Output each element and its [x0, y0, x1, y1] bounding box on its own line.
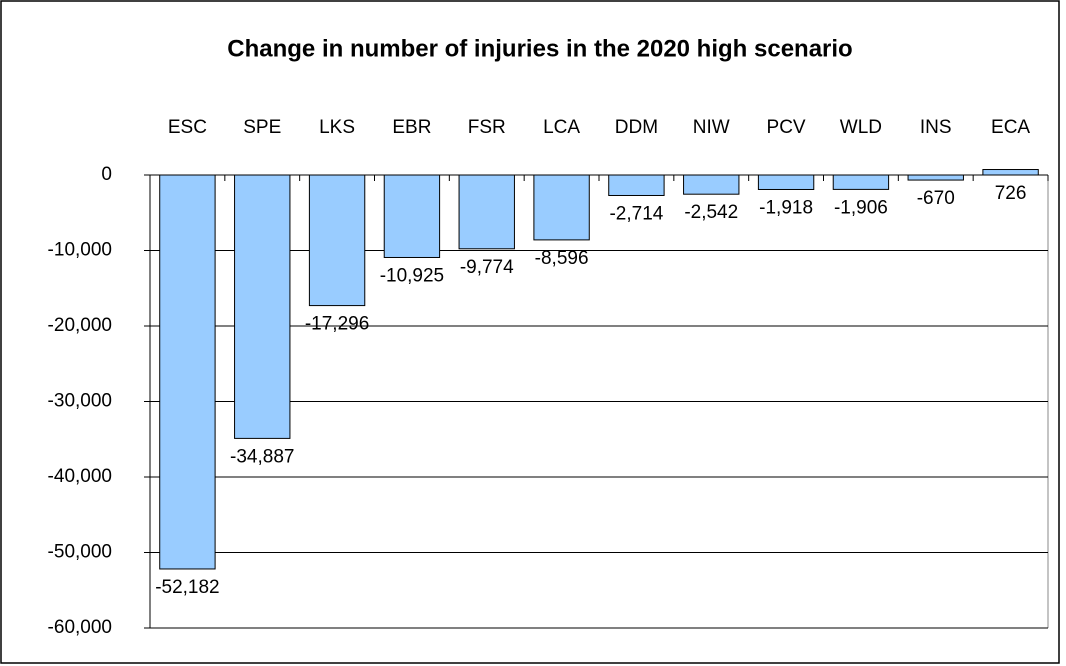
x-tick-label: WLD — [840, 117, 882, 138]
bar — [308, 174, 366, 307]
y-tick-label: -20,000 — [48, 315, 112, 336]
y-tick-label: 0 — [101, 164, 112, 185]
data-label: -2,542 — [684, 202, 738, 223]
y-tick-label: -50,000 — [48, 542, 112, 563]
data-label: -2,714 — [609, 204, 663, 225]
data-label: -52,182 — [155, 577, 219, 598]
data-label: -34,887 — [230, 446, 294, 467]
y-tick-label: -60,000 — [48, 617, 112, 638]
y-tick-label: -10,000 — [48, 240, 112, 261]
data-label: -17,296 — [305, 314, 369, 335]
bar — [683, 174, 740, 195]
x-tick-label: DDM — [615, 117, 658, 138]
x-tick-label: LCA — [543, 117, 580, 138]
data-label: -1,906 — [834, 197, 888, 218]
x-tick-label: SPE — [243, 117, 281, 138]
x-tick-label: NIW — [693, 117, 730, 138]
data-label: -670 — [917, 188, 955, 209]
x-tick-label: PCV — [767, 117, 806, 138]
data-label: -8,596 — [535, 248, 589, 269]
bar — [533, 174, 590, 241]
data-label: 726 — [995, 183, 1027, 204]
y-tick-label: -30,000 — [48, 391, 112, 412]
x-tick-label: EBR — [392, 117, 431, 138]
data-label: -9,774 — [460, 257, 514, 278]
x-tick-label: ESC — [168, 117, 207, 138]
bar — [832, 174, 890, 190]
x-tick-label: INS — [920, 117, 952, 138]
x-tick-label: FSR — [468, 117, 506, 138]
bar — [159, 174, 216, 570]
bar — [907, 174, 964, 181]
bar — [383, 174, 441, 258]
data-label: -10,925 — [380, 265, 444, 286]
bar — [234, 174, 291, 439]
data-label: -1,918 — [759, 197, 813, 218]
bar — [982, 169, 1039, 176]
chart-title: Change in number of injuries in the 2020… — [227, 35, 852, 62]
bar — [757, 174, 815, 190]
bar — [458, 174, 515, 250]
y-tick-label: -40,000 — [48, 466, 112, 487]
bar — [608, 174, 665, 196]
x-tick-label: LKS — [319, 117, 355, 138]
x-tick-label: ECA — [991, 117, 1030, 138]
